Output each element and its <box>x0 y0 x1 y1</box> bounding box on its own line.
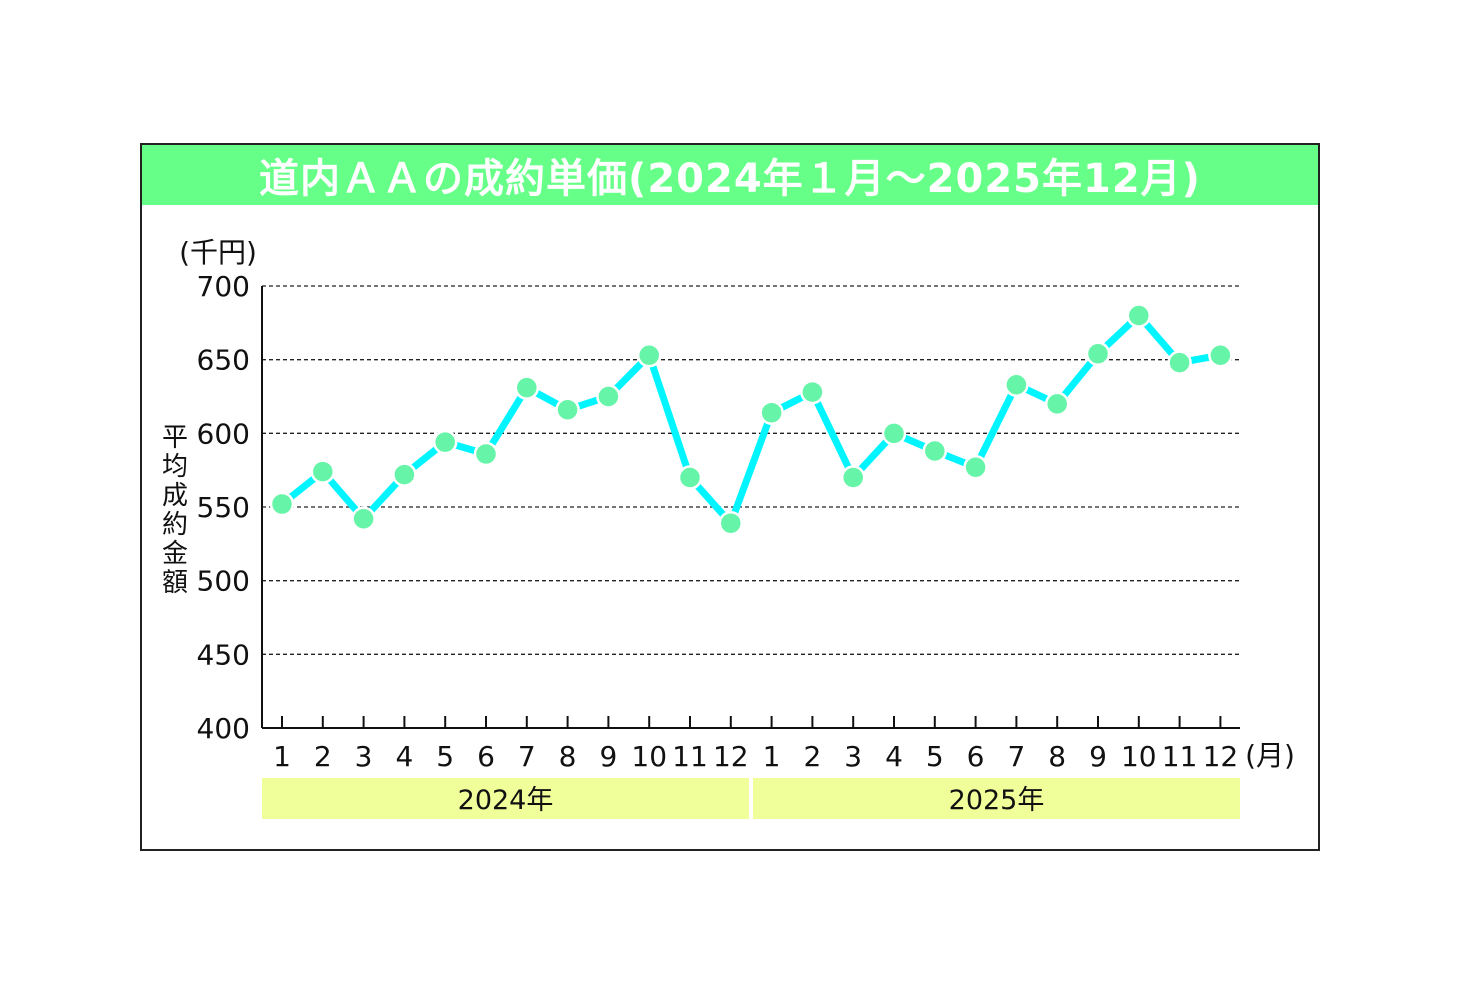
y-axis-title-char: 均 <box>162 452 188 482</box>
y-tick-label: 650 <box>197 344 250 377</box>
data-point <box>636 342 662 368</box>
x-tick-label: 6 <box>967 740 985 773</box>
x-tick-label: 10 <box>1121 740 1157 773</box>
data-point <box>269 491 295 517</box>
data-point <box>432 429 458 455</box>
data-point <box>1126 303 1152 328</box>
data-point <box>677 465 703 490</box>
x-tick-label: 6 <box>477 740 495 773</box>
data-point <box>473 441 499 467</box>
series-polyline <box>278 311 1224 527</box>
x-tick-label: 4 <box>395 740 413 773</box>
x-tick-label: 1 <box>763 740 781 773</box>
data-point <box>718 510 744 536</box>
y-tick-label: 600 <box>197 417 250 450</box>
y-axis-title-char: 金 <box>162 539 188 569</box>
grid-lines <box>262 285 1240 655</box>
data-point <box>555 397 580 423</box>
data-point <box>1004 372 1029 397</box>
data-point <box>351 506 376 532</box>
x-tick-label: 9 <box>599 740 617 773</box>
x-tick-label: 7 <box>518 740 536 773</box>
x-tick-label: 7 <box>1007 740 1025 773</box>
x-tick-label: 11 <box>1162 740 1198 773</box>
x-tick-label: 12 <box>1203 740 1239 773</box>
data-point <box>1208 342 1233 368</box>
year-band <box>262 778 749 819</box>
data-points <box>269 303 1233 536</box>
title-bar: 道内ＡＡの成約単価(2024年１月～2025年12月) <box>142 145 1318 205</box>
data-point <box>514 375 540 400</box>
y-axis-title-char: 成 <box>162 481 188 511</box>
data-point <box>840 465 866 490</box>
year-band-label: 2024年 <box>458 785 554 816</box>
year-band-label: 2025年 <box>949 785 1045 816</box>
data-point <box>1167 350 1192 375</box>
series-line <box>278 311 1224 527</box>
x-tick-label: 4 <box>885 740 903 773</box>
data-point <box>963 454 988 480</box>
year-band <box>753 778 1240 819</box>
chart-title: 道内ＡＡの成約単価(2024年１月～2025年12月) <box>259 156 1201 202</box>
data-point <box>310 459 336 484</box>
x-tick-label: 10 <box>631 740 667 773</box>
year-bands: 2024年 2025年 <box>262 778 1240 819</box>
y-axis-title-char: 平 <box>162 423 188 453</box>
x-tick-label: 8 <box>559 740 577 773</box>
y-axis-title-char: 額 <box>162 568 188 598</box>
x-tick-label: 3 <box>844 740 862 773</box>
y-axis-title-char: 約 <box>162 510 188 540</box>
data-point <box>1044 391 1070 417</box>
axes <box>261 286 1240 729</box>
y-tick-label: 450 <box>197 638 250 671</box>
data-point <box>881 421 907 446</box>
x-tick-label: 12 <box>713 740 749 773</box>
y-tick-label: 400 <box>197 712 250 745</box>
x-tick-label: 5 <box>926 740 944 773</box>
y-unit-label: (千円) <box>179 236 257 269</box>
data-point <box>759 400 784 425</box>
x-tick-label: 8 <box>1048 740 1066 773</box>
y-tick-label: 500 <box>197 565 250 598</box>
x-tick-label: 11 <box>672 740 708 773</box>
x-tick-label: 1 <box>273 740 291 773</box>
x-tick-labels: 1 2 3 4 5 6 7 8 9 10 11 12 1 2 3 4 5 6 7 8 9 10 11 12 <box>273 740 1238 773</box>
y-tick-label: 550 <box>197 491 250 524</box>
data-point <box>800 379 825 405</box>
y-tick-labels: 700 650 600 550 500 450 400 <box>197 270 250 745</box>
x-tick-label: 5 <box>436 740 454 773</box>
x-tick-label: 2 <box>803 740 821 773</box>
data-point <box>596 384 621 409</box>
x-tick-label: 2 <box>314 740 332 773</box>
chart-frame: 道内ＡＡの成約単価(2024年１月～2025年12月) <box>140 143 1320 851</box>
data-point <box>392 462 417 487</box>
x-unit-label: (月) <box>1245 739 1295 772</box>
data-point <box>922 438 948 464</box>
x-tick-label: 3 <box>355 740 373 773</box>
data-point <box>1085 341 1111 367</box>
y-tick-label: 700 <box>197 270 250 303</box>
x-tick-label: 9 <box>1089 740 1107 773</box>
